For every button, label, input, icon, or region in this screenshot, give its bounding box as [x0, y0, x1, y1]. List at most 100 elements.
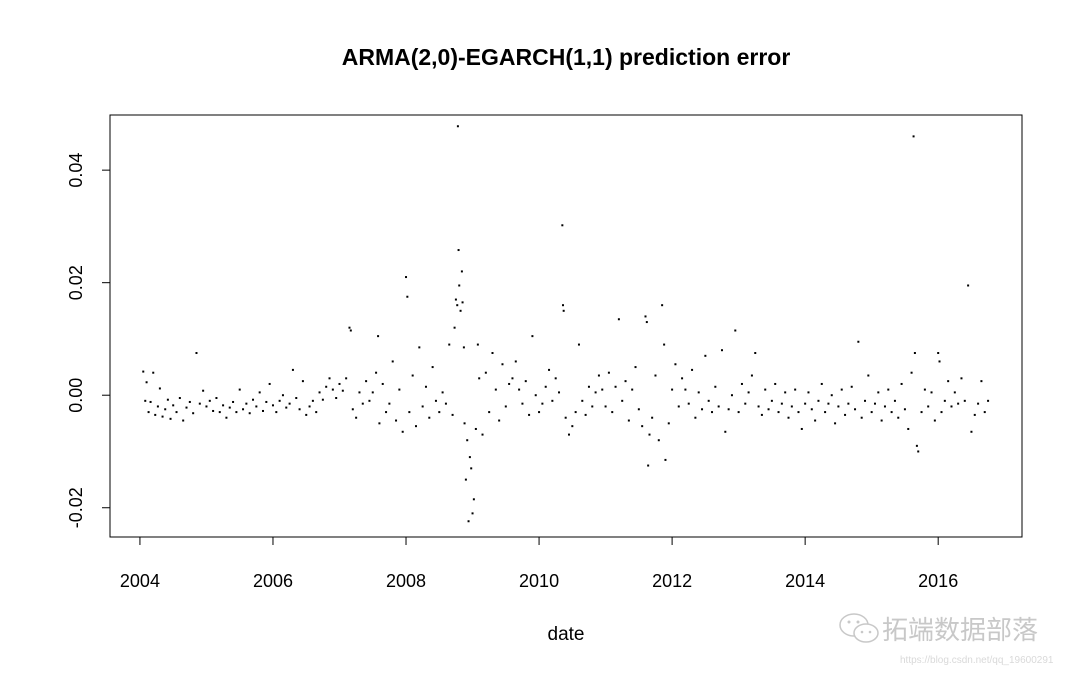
- data-point: [657, 439, 660, 442]
- data-point: [285, 406, 288, 409]
- data-point: [737, 411, 740, 414]
- data-point: [617, 318, 620, 321]
- data-point: [470, 467, 473, 470]
- data-point: [462, 346, 465, 349]
- data-point: [970, 430, 973, 433]
- data-point: [295, 397, 298, 400]
- data-point: [967, 284, 970, 287]
- data-point: [348, 326, 351, 329]
- data-point: [561, 224, 564, 227]
- data-point: [365, 380, 368, 383]
- y-axis: -0.02 0.00 0.02 0.04: [66, 153, 111, 528]
- data-point: [907, 427, 910, 430]
- data-point: [834, 422, 837, 425]
- data-point: [431, 366, 434, 369]
- data-point: [548, 368, 551, 371]
- data-point: [727, 408, 730, 411]
- data-point: [817, 399, 820, 402]
- data-point: [271, 404, 274, 407]
- wechat-icon: [839, 612, 879, 643]
- data-point: [408, 411, 411, 414]
- data-point: [562, 309, 565, 312]
- data-point: [551, 399, 554, 402]
- data-point: [867, 374, 870, 377]
- data-point: [562, 304, 565, 307]
- data-point: [265, 400, 268, 403]
- data-point: [467, 520, 470, 523]
- data-point: [804, 402, 807, 405]
- data-point: [261, 409, 264, 412]
- data-point: [144, 399, 147, 402]
- data-point: [538, 411, 541, 414]
- data-point: [351, 408, 354, 411]
- data-point: [687, 402, 690, 405]
- data-point: [474, 427, 477, 430]
- data-point: [830, 394, 833, 397]
- data-point: [827, 402, 830, 405]
- data-point: [893, 399, 896, 402]
- data-point: [192, 412, 195, 415]
- data-point: [341, 389, 344, 392]
- data-point: [930, 391, 933, 394]
- data-point: [820, 382, 823, 385]
- data-point: [311, 399, 314, 402]
- data-point: [847, 402, 850, 405]
- data-point: [428, 416, 431, 419]
- data-point: [378, 422, 381, 425]
- data-point: [697, 391, 700, 394]
- data-point: [637, 408, 640, 411]
- data-point: [418, 346, 421, 349]
- data-point: [178, 397, 181, 400]
- data-point: [757, 405, 760, 408]
- x-tick-label: 2004: [120, 571, 160, 591]
- data-point: [644, 315, 647, 318]
- data-point: [325, 385, 328, 388]
- data-point: [195, 352, 198, 355]
- data-point: [794, 388, 797, 391]
- data-point: [355, 416, 358, 419]
- data-point: [205, 405, 208, 408]
- data-point: [701, 408, 704, 411]
- data-point: [912, 135, 915, 138]
- data-point: [448, 343, 451, 346]
- data-point: [358, 391, 361, 394]
- data-point: [288, 402, 291, 405]
- data-point: [601, 388, 604, 391]
- data-point: [873, 402, 876, 405]
- data-point: [218, 411, 221, 414]
- data-point: [877, 391, 880, 394]
- data-point: [980, 380, 983, 383]
- data-point: [508, 382, 511, 385]
- data-point: [476, 343, 479, 346]
- data-point: [840, 388, 843, 391]
- data-point: [604, 405, 607, 408]
- data-point: [158, 387, 161, 390]
- data-point: [611, 411, 614, 414]
- data-point: [900, 382, 903, 385]
- data-point: [594, 391, 597, 394]
- data-point: [567, 433, 570, 436]
- data-point: [156, 405, 159, 408]
- data-point: [724, 430, 727, 433]
- x-axis-label: date: [548, 624, 585, 645]
- data-point: [238, 388, 241, 391]
- data-point: [222, 404, 225, 407]
- data-point: [375, 371, 378, 374]
- y-tick-label: 0.02: [66, 265, 86, 300]
- data-point: [777, 411, 780, 414]
- data-point: [212, 409, 215, 412]
- data-point: [937, 352, 940, 355]
- data-point: [481, 433, 484, 436]
- data-point: [933, 419, 936, 422]
- data-point: [767, 408, 770, 411]
- data-point: [466, 439, 469, 442]
- data-point: [564, 416, 567, 419]
- data-point: [331, 388, 334, 391]
- data-point: [558, 391, 561, 394]
- data-point: [421, 405, 424, 408]
- watermark-url: https://blog.csdn.net/qq_19600291: [900, 655, 1054, 666]
- data-point: [459, 309, 462, 312]
- data-point: [704, 354, 707, 357]
- data-point: [614, 385, 617, 388]
- data-point: [940, 411, 943, 414]
